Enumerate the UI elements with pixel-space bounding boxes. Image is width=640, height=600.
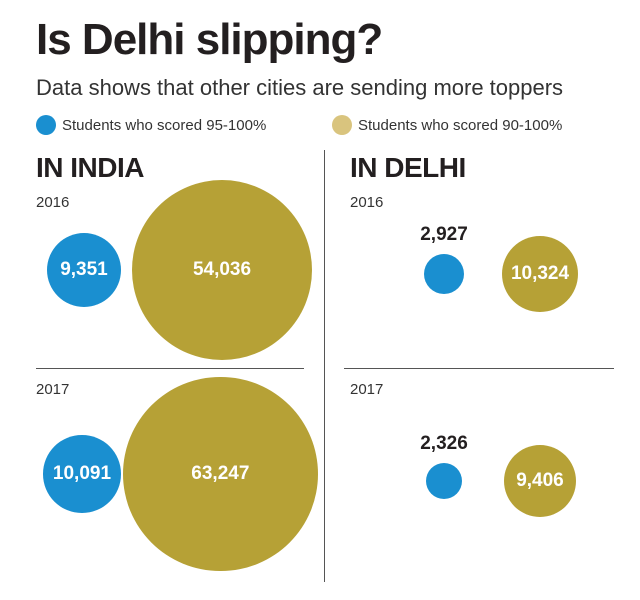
data-label-delhi-95-100-2017: 2,326	[420, 432, 468, 454]
chart-subtitle: Data shows that other cities are sending…	[36, 75, 564, 100]
chart-title: Is Delhi slipping?	[36, 15, 383, 64]
bubble-india-90-100-2017: 63,247	[123, 376, 318, 572]
year-label-india-2016: 2016	[36, 194, 70, 211]
bubble-india-95-100-2017: 10,091	[43, 435, 121, 513]
bubble-delhi-90-100-2017: 9,406	[503, 444, 577, 518]
year-label-delhi-2017: 2017	[350, 381, 384, 398]
legend: Students who scored 95-100% Students who…	[0, 115, 640, 141]
bubble-india-90-100-2016: 54,036	[132, 180, 312, 360]
legend-item-95-100: Students who scored 95-100%	[36, 115, 266, 135]
legend-item-90-100: Students who scored 90-100%	[332, 115, 562, 135]
data-label-delhi-95-100-2016: 2,927	[420, 223, 468, 245]
year-label-india-2017: 2017	[36, 381, 70, 398]
bubble-delhi-95-100-2017	[425, 462, 463, 500]
legend-swatch-gold	[332, 115, 352, 135]
year-label-delhi-2016: 2016	[350, 194, 384, 211]
bubble-delhi-95-100-2016	[423, 253, 465, 295]
bubble-india-95-100-2016: 9,351	[46, 232, 122, 308]
bubble-delhi-90-100-2016: 10,324	[502, 236, 578, 312]
divider-india	[36, 368, 304, 369]
section-heading-delhi: IN DELHI	[350, 152, 466, 183]
divider-delhi	[344, 368, 614, 369]
section-heading-india: IN INDIA	[36, 152, 145, 183]
legend-label: Students who scored 95-100%	[62, 116, 267, 134]
vertical-divider	[324, 150, 325, 582]
legend-swatch-blue	[36, 115, 56, 135]
legend-label: Students who scored 90-100%	[358, 116, 563, 134]
